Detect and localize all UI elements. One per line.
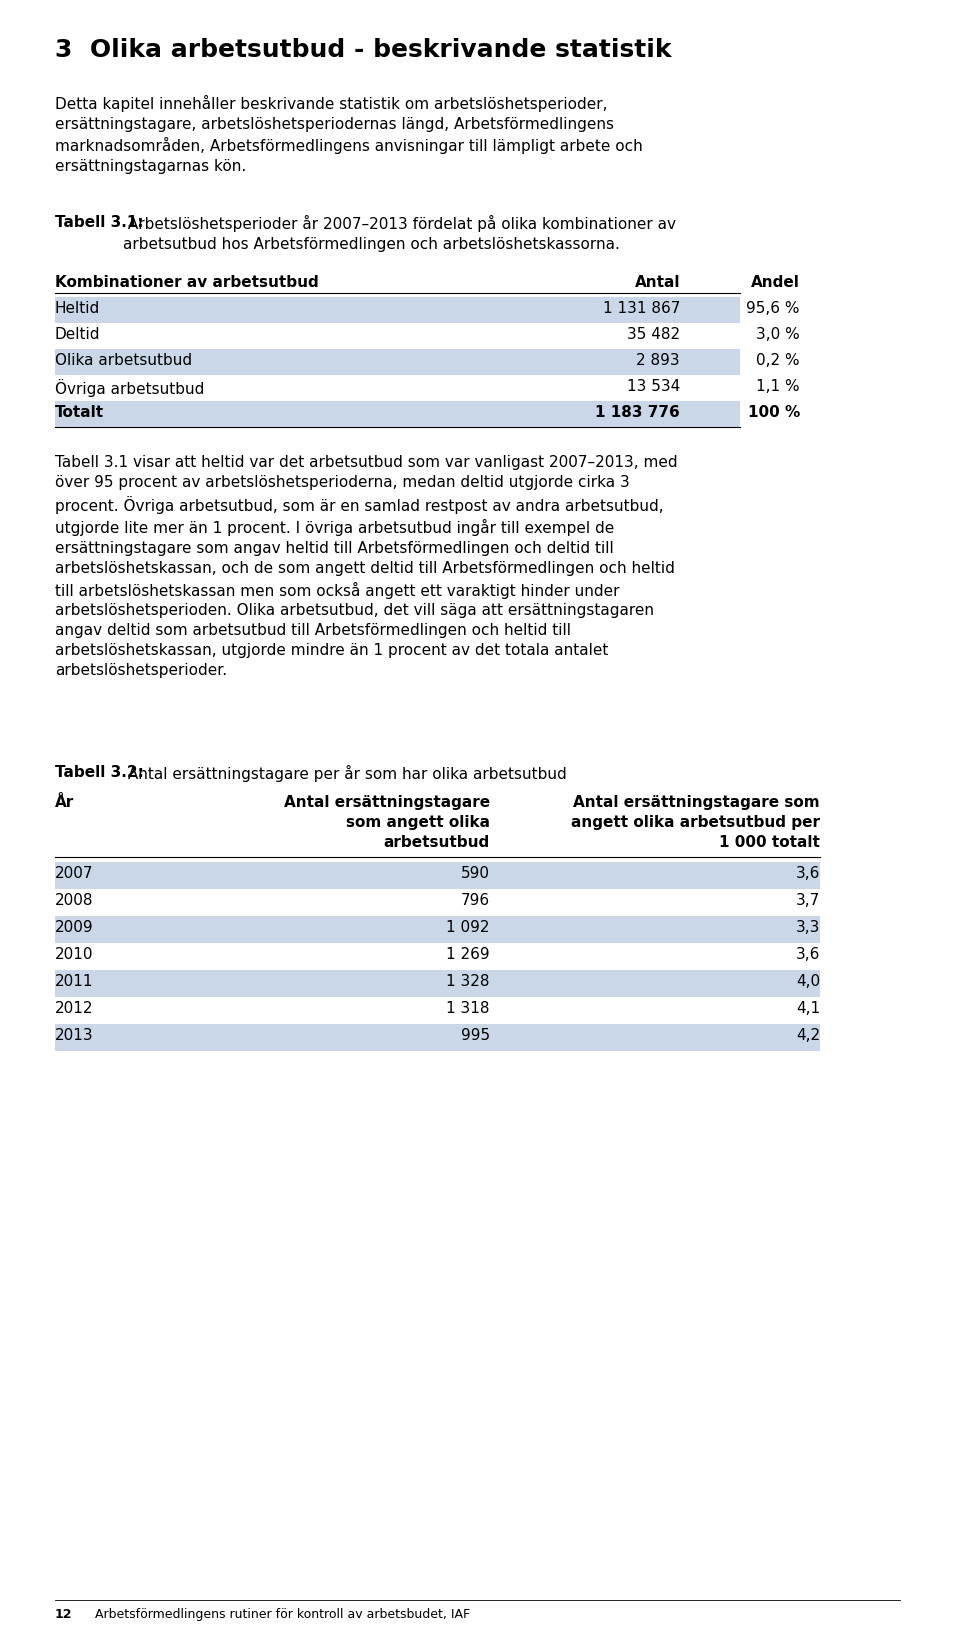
Text: Övriga arbetsutbud: Övriga arbetsutbud bbox=[55, 380, 204, 398]
Text: Heltid: Heltid bbox=[55, 301, 100, 316]
Text: 796: 796 bbox=[461, 893, 490, 908]
Bar bbox=[55, 970, 820, 996]
Text: 3,6: 3,6 bbox=[796, 947, 820, 962]
Text: Kombinationer av arbetsutbud: Kombinationer av arbetsutbud bbox=[55, 275, 319, 290]
Text: 2011: 2011 bbox=[55, 973, 93, 990]
Text: 95,6 %: 95,6 % bbox=[747, 301, 800, 316]
Text: 1 318: 1 318 bbox=[446, 1001, 490, 1016]
Text: År: År bbox=[55, 795, 74, 810]
Text: 995: 995 bbox=[461, 1027, 490, 1044]
Text: 2012: 2012 bbox=[55, 1001, 93, 1016]
Text: 1 328: 1 328 bbox=[446, 973, 490, 990]
Text: 2009: 2009 bbox=[55, 919, 94, 936]
Text: 2 893: 2 893 bbox=[636, 353, 680, 368]
Text: 1,1 %: 1,1 % bbox=[756, 380, 800, 394]
Text: 3,7: 3,7 bbox=[796, 893, 820, 908]
Text: 4,2: 4,2 bbox=[796, 1027, 820, 1044]
Bar bbox=[55, 348, 740, 375]
Text: 3,6: 3,6 bbox=[796, 865, 820, 882]
Bar bbox=[55, 916, 820, 942]
Text: 2010: 2010 bbox=[55, 947, 93, 962]
Text: Antal ersättningstagare per år som har olika arbetsutbud: Antal ersättningstagare per år som har o… bbox=[123, 766, 566, 782]
Text: Totalt: Totalt bbox=[55, 406, 104, 420]
Text: Arbetslöshetsperioder år 2007–2013 fördelat på olika kombinationer av
arbetsutbu: Arbetslöshetsperioder år 2007–2013 förde… bbox=[123, 214, 676, 252]
Text: Tabell 3.1:: Tabell 3.1: bbox=[55, 214, 144, 231]
Bar bbox=[55, 1024, 820, 1050]
Text: Antal ersättningstagare
som angett olika
arbetsutbud: Antal ersättningstagare som angett olika… bbox=[284, 795, 490, 849]
Text: 1 092: 1 092 bbox=[446, 919, 490, 936]
Text: Deltid: Deltid bbox=[55, 327, 101, 342]
Text: Antal ersättningstagare som
angett olika arbetsutbud per
1 000 totalt: Antal ersättningstagare som angett olika… bbox=[571, 795, 820, 849]
Text: Andel: Andel bbox=[751, 275, 800, 290]
Text: 2007: 2007 bbox=[55, 865, 93, 882]
Text: 3  Olika arbetsutbud - beskrivande statistik: 3 Olika arbetsutbud - beskrivande statis… bbox=[55, 38, 671, 62]
Text: 1 269: 1 269 bbox=[446, 947, 490, 962]
Text: 2013: 2013 bbox=[55, 1027, 94, 1044]
Text: 13 534: 13 534 bbox=[627, 380, 680, 394]
Text: Detta kapitel innehåller beskrivande statistik om arbetslöshetsperioder,
ersättn: Detta kapitel innehåller beskrivande sta… bbox=[55, 95, 643, 175]
Text: 35 482: 35 482 bbox=[627, 327, 680, 342]
Text: 590: 590 bbox=[461, 865, 490, 882]
Bar bbox=[55, 401, 740, 427]
Text: 3,3: 3,3 bbox=[796, 919, 820, 936]
Text: Tabell 3.1 visar att heltid var det arbetsutbud som var vanligast 2007–2013, med: Tabell 3.1 visar att heltid var det arbe… bbox=[55, 455, 678, 677]
Text: 12: 12 bbox=[55, 1608, 73, 1621]
Text: 1 131 867: 1 131 867 bbox=[603, 301, 680, 316]
Text: 2008: 2008 bbox=[55, 893, 93, 908]
Text: 4,1: 4,1 bbox=[796, 1001, 820, 1016]
Text: Arbetsförmedlingens rutiner för kontroll av arbetsbudet, IAF: Arbetsförmedlingens rutiner för kontroll… bbox=[95, 1608, 470, 1621]
Text: 100 %: 100 % bbox=[748, 406, 800, 420]
Bar bbox=[55, 298, 740, 322]
Text: Tabell 3.2:: Tabell 3.2: bbox=[55, 766, 144, 780]
Bar bbox=[55, 862, 820, 888]
Text: Antal: Antal bbox=[635, 275, 680, 290]
Text: 1 183 776: 1 183 776 bbox=[595, 406, 680, 420]
Text: Olika arbetsutbud: Olika arbetsutbud bbox=[55, 353, 192, 368]
Text: 3,0 %: 3,0 % bbox=[756, 327, 800, 342]
Text: 4,0: 4,0 bbox=[796, 973, 820, 990]
Text: 0,2 %: 0,2 % bbox=[756, 353, 800, 368]
